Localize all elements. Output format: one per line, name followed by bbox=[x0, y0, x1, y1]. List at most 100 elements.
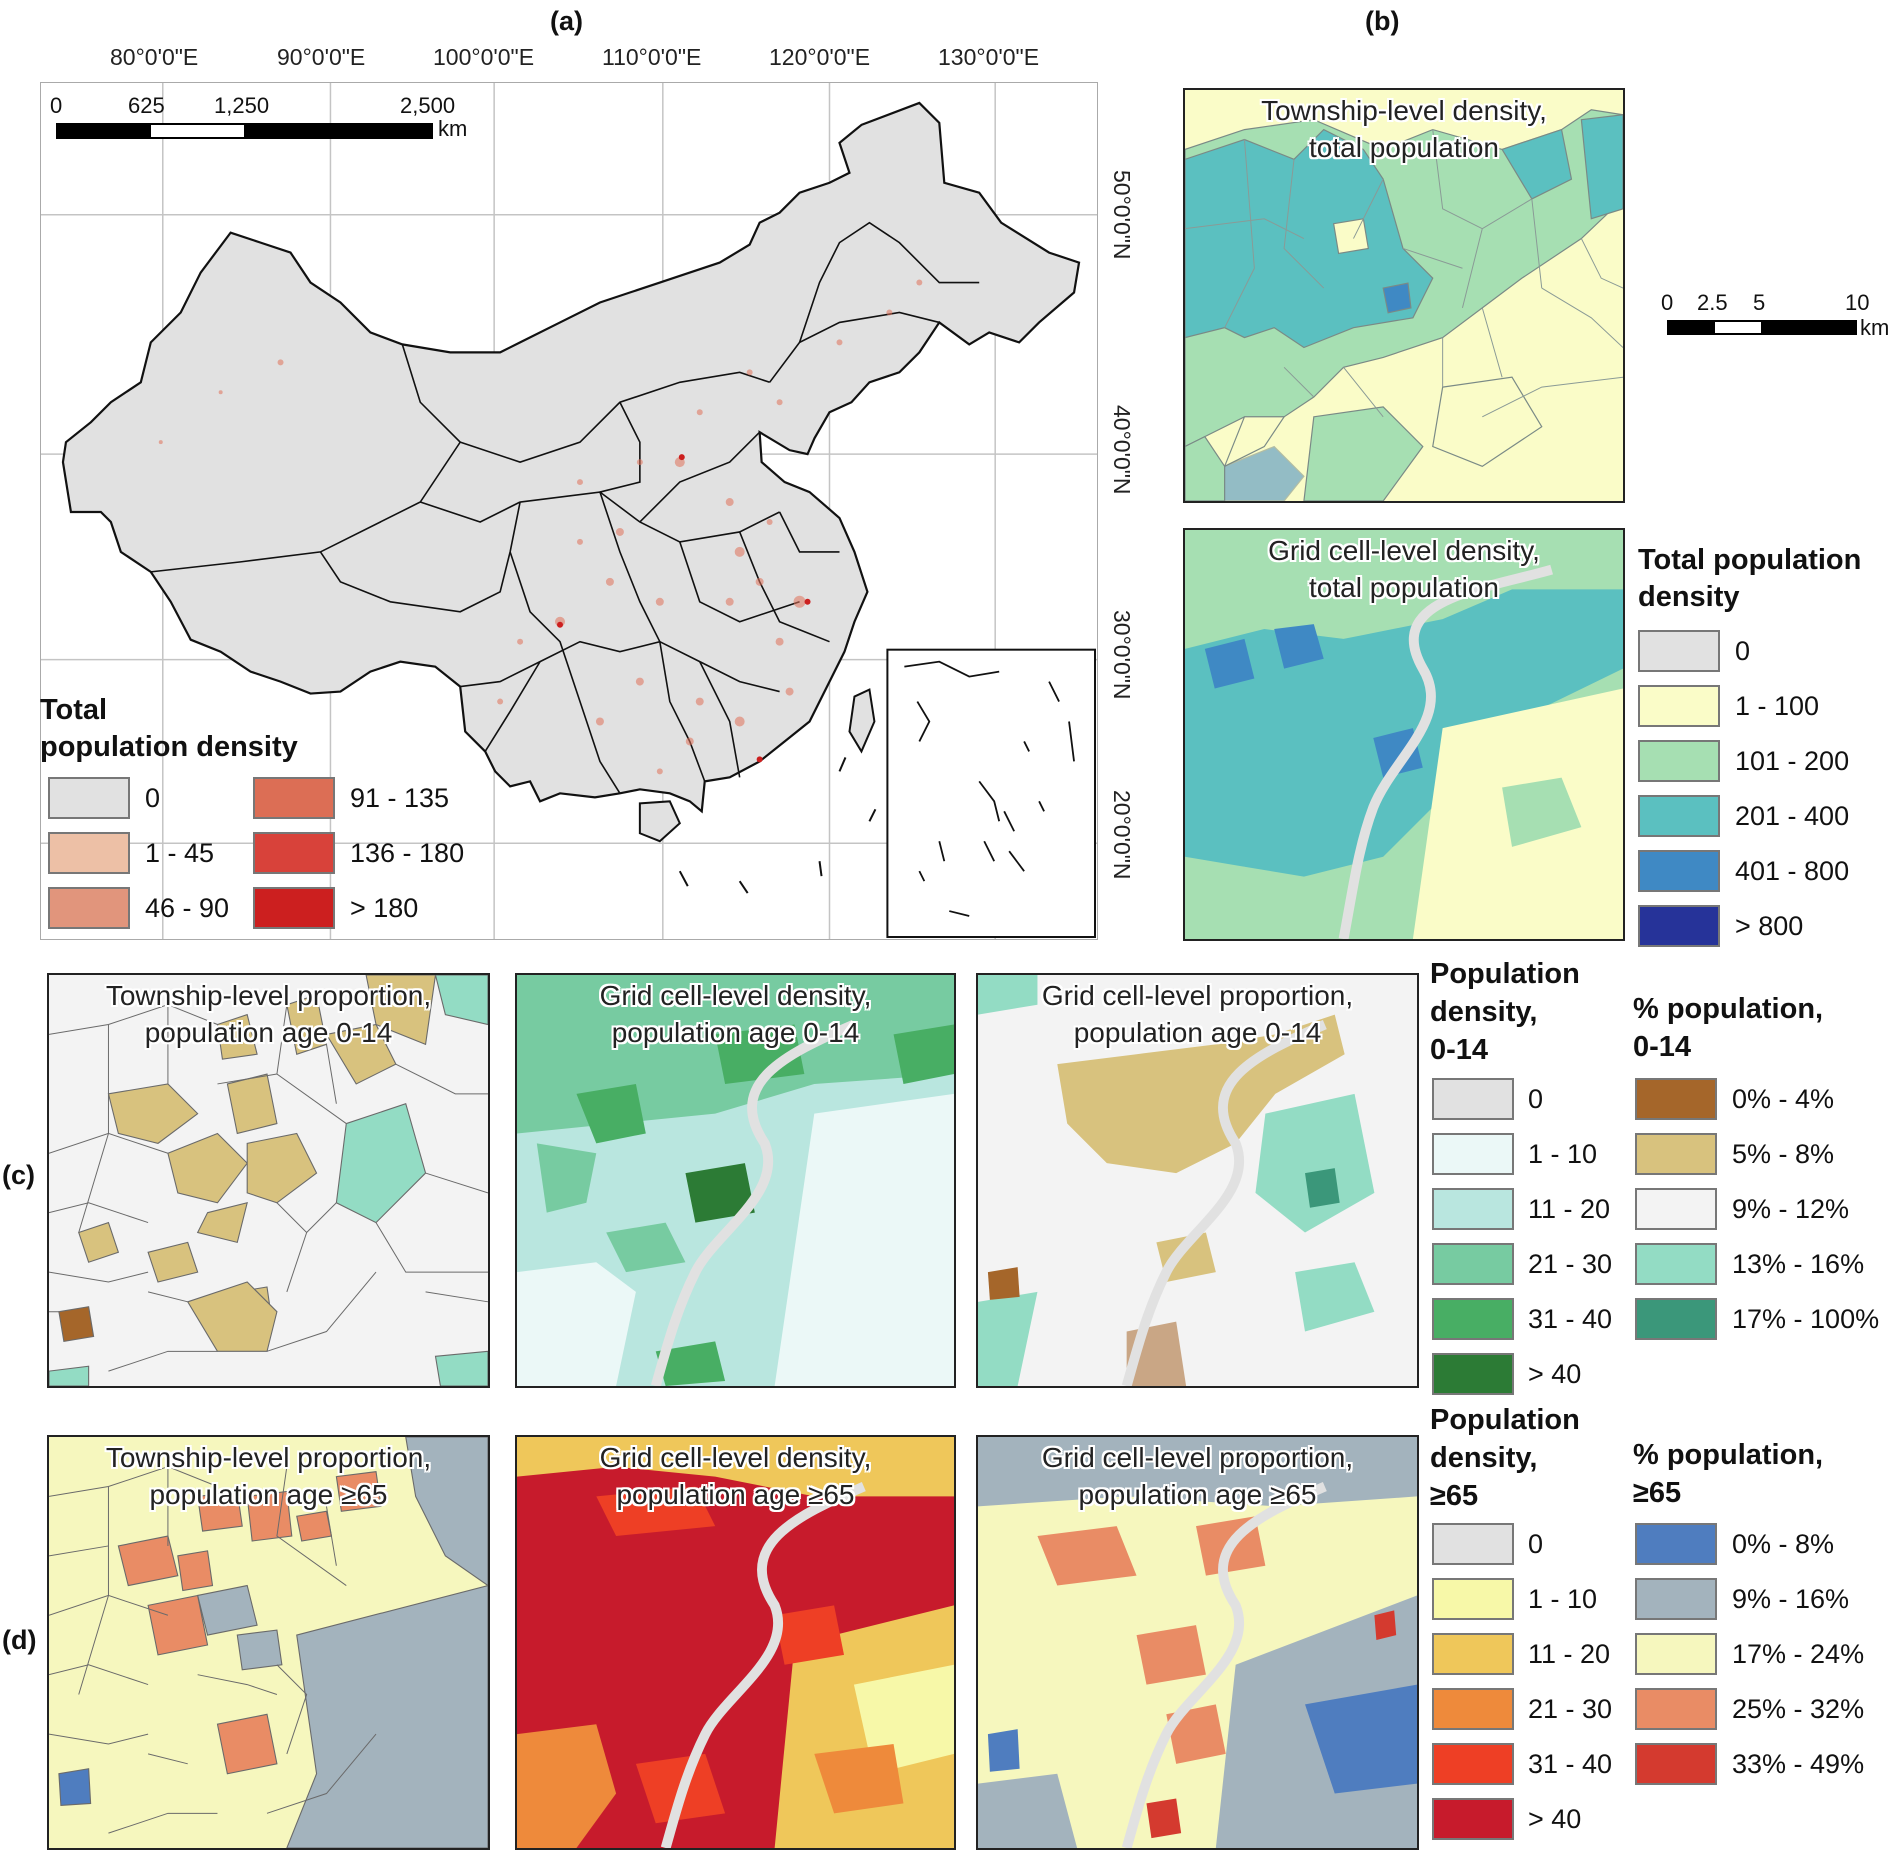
panel-label-b: (b) bbox=[1365, 6, 1400, 36]
legend-d-pct-label-0: 0% - 8% bbox=[1732, 1529, 1835, 1559]
legend-c-pct-swatch-3 bbox=[1635, 1243, 1717, 1285]
scalebar-b-2.5: 2.5 bbox=[1697, 290, 1728, 315]
legend-b-title-1: Total population bbox=[1638, 544, 1862, 576]
legend-b-title-2: density bbox=[1638, 581, 1740, 613]
legend-b-label-3: 201 - 400 bbox=[1735, 801, 1850, 831]
lat-tick: 20°0'0"N bbox=[1109, 790, 1135, 880]
map-c1-title-1: Township-level proportion, bbox=[105, 980, 432, 1011]
legend-d-density-swatch-4 bbox=[1432, 1743, 1514, 1785]
map-c3-canvas bbox=[978, 975, 1375, 1386]
map-b-grid-total: Grid cell-level density, total populatio… bbox=[1183, 528, 1625, 941]
scalebar-a-2500: 2,500 bbox=[400, 93, 456, 118]
map-b-township-canvas bbox=[1185, 109, 1623, 501]
legend-c-density-swatch-4 bbox=[1432, 1298, 1514, 1340]
map-d3-canvas bbox=[978, 1437, 1417, 1848]
legend-d-pct-label-3: 25% - 32% bbox=[1732, 1694, 1865, 1724]
panel-label-c: (c) bbox=[2, 1160, 35, 1190]
lon-tick: 80°0'0"E bbox=[110, 44, 199, 70]
map-a-canvas bbox=[41, 83, 1097, 939]
legend-c-density-label-4: 31 - 40 bbox=[1528, 1304, 1613, 1334]
scalebar-a-unit: km bbox=[438, 116, 468, 141]
legend-b-label-5: > 800 bbox=[1735, 911, 1804, 941]
map-c-grid-proportion: Grid cell-level proportion, population a… bbox=[976, 973, 1419, 1388]
map-c3-title-2: population age 0-14 bbox=[1073, 1017, 1322, 1048]
legend-a-title-1: Total bbox=[40, 694, 108, 726]
legend-d-density-swatch-2 bbox=[1432, 1633, 1514, 1675]
scalebar-a-1250: 1,250 bbox=[214, 93, 270, 118]
legend-b-swatch-4 bbox=[1638, 850, 1720, 892]
legend-a-swatch-5 bbox=[253, 887, 335, 929]
legend-d-density-label-5: > 40 bbox=[1528, 1804, 1582, 1834]
inset-islands bbox=[904, 660, 1075, 917]
legend-d-density-swatch-5 bbox=[1432, 1798, 1514, 1840]
scalebar-b-5: 5 bbox=[1753, 290, 1766, 315]
map-d-township-proportion: Township-level proportion, population ag… bbox=[47, 1435, 490, 1850]
legend-c-pct-label-2: 9% - 12% bbox=[1732, 1194, 1850, 1224]
legend-c-density-swatch-0 bbox=[1432, 1078, 1514, 1120]
legend-b-label-1: 1 - 100 bbox=[1735, 691, 1820, 721]
legend-d-pct-swatch-1 bbox=[1635, 1578, 1717, 1620]
legend-c-density-title-1: Population bbox=[1430, 958, 1580, 990]
legend-c-pct-label-0: 0% - 4% bbox=[1732, 1084, 1835, 1114]
legend-c-pct-swatch-2 bbox=[1635, 1188, 1717, 1230]
legend-d-pct-label-2: 17% - 24% bbox=[1732, 1639, 1865, 1669]
legend-c-density-swatch-2 bbox=[1432, 1188, 1514, 1230]
map-d1-title-2: population age ≥65 bbox=[149, 1479, 388, 1510]
legend-d-pct-swatch-4 bbox=[1635, 1743, 1717, 1785]
legend-d-pct-swatch-2 bbox=[1635, 1633, 1717, 1675]
legend-c-pct-label-3: 13% - 16% bbox=[1732, 1249, 1865, 1279]
legend-d-density-title-2: density, bbox=[1430, 1442, 1538, 1474]
map-d2-title-2: population age ≥65 bbox=[616, 1479, 855, 1510]
legend-b-swatch-5 bbox=[1638, 905, 1720, 947]
scalebar-b-0: 0 bbox=[1661, 290, 1674, 315]
legend-d-density-label-4: 31 - 40 bbox=[1528, 1749, 1613, 1779]
legend-d-pct-label-4: 33% - 49% bbox=[1732, 1749, 1865, 1779]
density-speckles bbox=[158, 279, 923, 775]
legend-b-label-0: 0 bbox=[1735, 636, 1751, 666]
taiwan-island bbox=[848, 688, 876, 754]
legend-c-pct-swatch-1 bbox=[1635, 1133, 1717, 1175]
legend-d-density-swatch-1 bbox=[1432, 1578, 1514, 1620]
map-d2-canvas bbox=[517, 1437, 954, 1848]
legend-b-swatch-2 bbox=[1638, 740, 1720, 782]
legend-a-label-3: 91 - 135 bbox=[350, 783, 450, 813]
scalebar-b-10: 10 bbox=[1845, 290, 1870, 315]
map-c-township-proportion: Township-level proportion, population ag… bbox=[47, 973, 490, 1388]
legend-a-label-1: 1 - 45 bbox=[145, 838, 215, 868]
china-landmass bbox=[61, 101, 1081, 814]
map-b-top-title-1: Township-level density, bbox=[1261, 95, 1547, 126]
legend-c-density-label-3: 21 - 30 bbox=[1528, 1249, 1613, 1279]
legend-b-swatch-1 bbox=[1638, 685, 1720, 727]
map-b-township-total: Township-level density, total population bbox=[1183, 88, 1625, 503]
scalebar-a-625: 625 bbox=[128, 93, 165, 118]
map-d-grid-proportion: Grid cell-level proportion, population a… bbox=[976, 1435, 1419, 1850]
map-d2-title-1: Grid cell-level density, bbox=[599, 1442, 872, 1473]
map-d3-title-1: Grid cell-level proportion, bbox=[1041, 1442, 1354, 1473]
legend-d-density-label-1: 1 - 10 bbox=[1528, 1584, 1598, 1614]
legend-c-density-swatch-1 bbox=[1432, 1133, 1514, 1175]
legend-d-density-title-3: ≥65 bbox=[1430, 1480, 1479, 1512]
legend-d-pct-title-1: % population, bbox=[1633, 1439, 1824, 1471]
legend-d-pct-swatch-0 bbox=[1635, 1523, 1717, 1565]
map-a bbox=[40, 82, 1098, 940]
legend-d-density-label-0: 0 bbox=[1528, 1529, 1544, 1559]
map-b-bottom-title-1: Grid cell-level density, bbox=[1268, 535, 1540, 566]
legend-a-swatch-4 bbox=[253, 832, 335, 874]
map-d-grid-density: Grid cell-level density, population age … bbox=[515, 1435, 956, 1850]
panel-label-a: (a) bbox=[550, 6, 583, 36]
map-c3-title-1: Grid cell-level proportion, bbox=[1041, 980, 1354, 1011]
lon-tick: 90°0'0"E bbox=[277, 44, 366, 70]
legend-a-swatch-3 bbox=[253, 777, 335, 819]
map-c2-canvas bbox=[517, 975, 954, 1386]
map-c2-title-2: population age 0-14 bbox=[611, 1017, 860, 1048]
legend-a-label-0: 0 bbox=[145, 783, 161, 813]
scalebar-a-0: 0 bbox=[50, 93, 63, 118]
map-c1-canvas bbox=[49, 975, 488, 1386]
legend-c-density-swatch-3 bbox=[1432, 1243, 1514, 1285]
legend-d-density-swatch-3 bbox=[1432, 1688, 1514, 1730]
map-c2-title-1: Grid cell-level density, bbox=[599, 980, 872, 1011]
legend-a-title-2: population density bbox=[40, 731, 298, 763]
legend-a-label-5: > 180 bbox=[350, 893, 419, 923]
map-d1-canvas bbox=[49, 1437, 488, 1848]
legend-c-density-title-3: 0-14 bbox=[1430, 1034, 1489, 1066]
